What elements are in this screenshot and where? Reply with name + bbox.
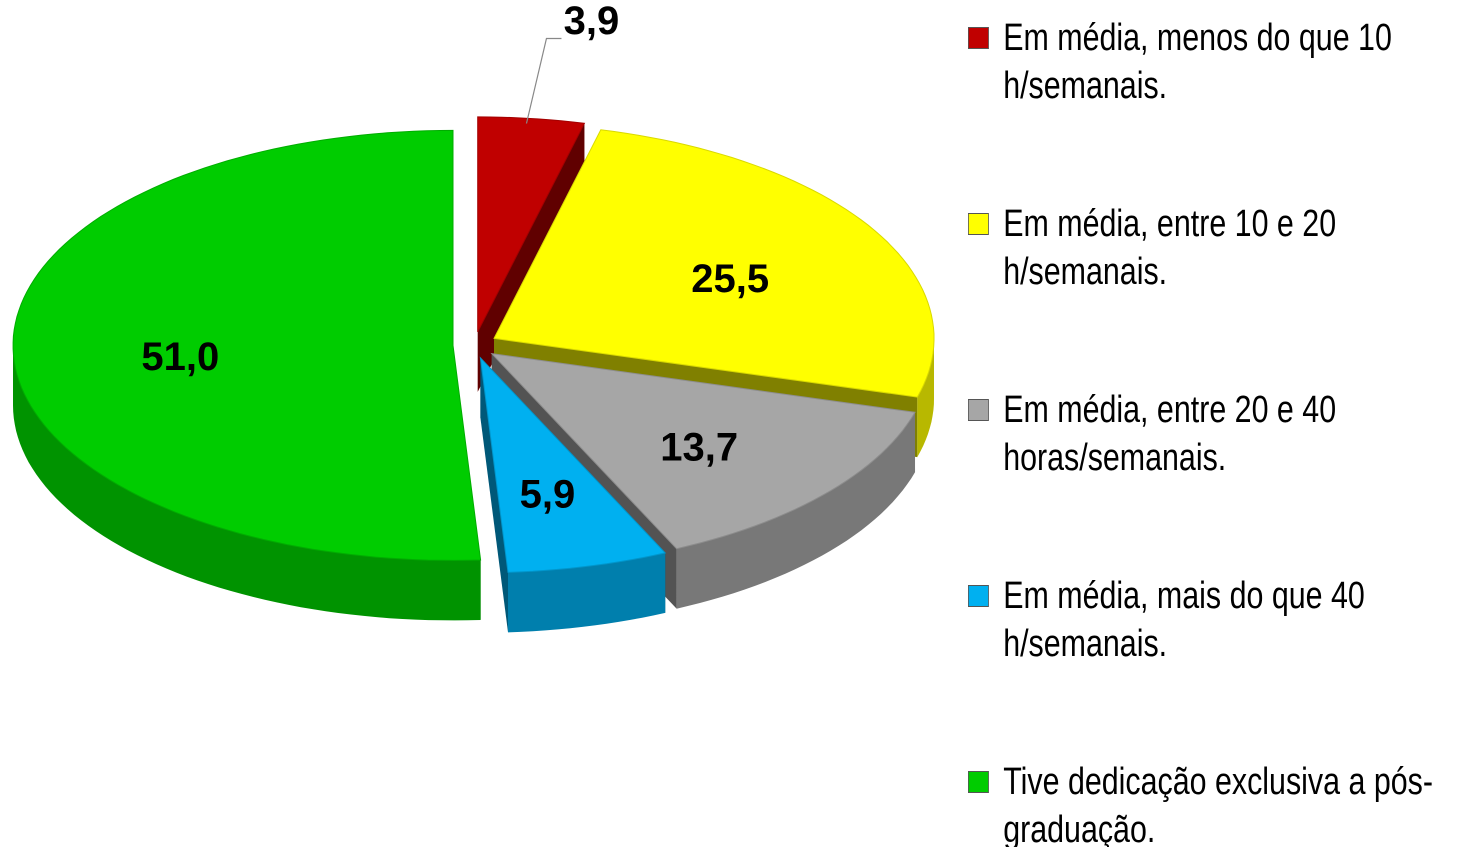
slice [477,116,586,333]
leader-line [525,37,562,124]
legend-item: Em média, menos do que 10 h/semanais. [968,14,1448,110]
legend-label: Em média, entre 20 e 40 horas/semanais. [1003,389,1337,479]
legend-swatch [968,771,989,793]
legend-item: Em média, mais do que 40 h/semanais. [968,572,1448,668]
slice-wall [508,552,666,633]
slice [479,356,667,573]
slice-wall [676,412,915,609]
data-label: 5,9 [520,473,576,517]
legend-swatch [968,27,989,49]
slice [490,352,916,550]
legend-item: Em média, entre 10 e 20 h/semanais. [968,200,1448,296]
legend-item: Tive dedicação exclusiva a pós-graduação… [968,758,1448,847]
data-label: 3,9 [564,0,620,43]
slice-wall [13,345,481,621]
chart: 3,9 25,5 13,7 5,9 51,0 [12,0,935,633]
legend-label: Em média, mais do que 40 h/semanais. [1003,575,1365,665]
legend-label: Tive dedicação exclusiva a pós-graduação… [1003,761,1433,847]
data-label: 51,0 [141,335,219,379]
slice [12,129,482,561]
legend-item: Em média, entre 20 e 40 horas/semanais. [968,386,1448,482]
slice [493,129,935,398]
legend-swatch [968,585,989,607]
data-label: 13,7 [660,426,738,470]
legend-swatch [968,399,989,421]
legend-swatch [968,213,989,235]
data-label: 25,5 [691,257,769,301]
legend-label: Em média, entre 10 e 20 h/semanais. [1003,203,1337,293]
slice-side [480,357,509,633]
legend-label: Em média, menos do que 10 h/semanais. [1003,17,1392,107]
